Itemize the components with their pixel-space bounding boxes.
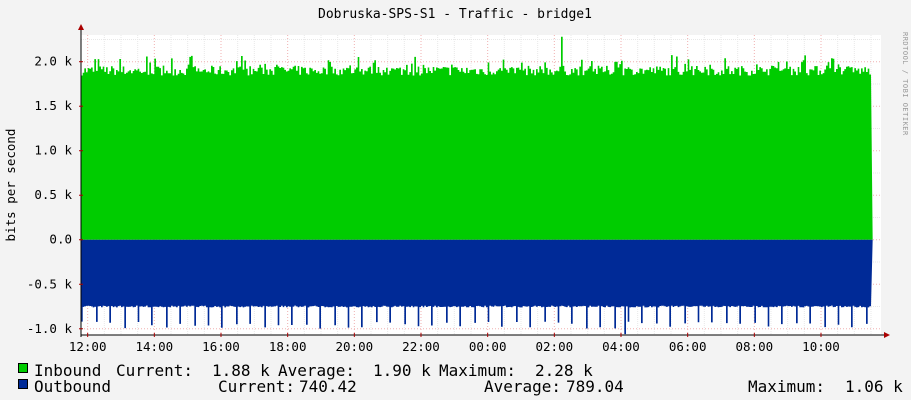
tick-labels: 12:00 14:00 16:00 18:00 20:00 22:00 00:00 02:00… — [27, 54, 840, 354]
x-tick-label: 08:00 — [736, 339, 774, 354]
x-axis-arrow — [884, 332, 890, 338]
x-tick-label: 00:00 — [469, 339, 507, 354]
y-axis-label: bits per second — [3, 129, 18, 242]
outbound-name: Outbound — [34, 377, 112, 396]
y-axis-arrow — [78, 24, 84, 30]
outbound-swatch — [18, 379, 28, 389]
y-tick-label: -1.0 k — [27, 321, 73, 336]
outbound-maximum-label: Maximum: — [748, 377, 826, 396]
inbound-name: Inbound — [34, 361, 102, 380]
outbound-current-label: Current: — [218, 377, 296, 396]
inbound-swatch — [18, 363, 28, 373]
x-tick-label: 06:00 — [669, 339, 707, 354]
x-tick-label: 20:00 — [336, 339, 374, 354]
legend-outbound: Outbound Current: 740.42 Average: 789.04… — [18, 377, 908, 396]
y-tick-label: 2.0 k — [34, 54, 72, 69]
x-tick-label: 04:00 — [602, 339, 640, 354]
chart-title: Dobruska-SPS-S1 - Traffic - bridge1 — [318, 7, 592, 22]
inbound-area — [81, 36, 873, 240]
y-tick-label: 0.0 — [49, 232, 72, 247]
y-tick-label: 0.5 k — [34, 187, 72, 202]
x-tick-label: 14:00 — [136, 339, 174, 354]
y-tick-label: 1.5 k — [34, 98, 72, 113]
x-tick-label: 16:00 — [202, 339, 240, 354]
inbound-maximum-label: Maximum: — [439, 361, 517, 380]
axes — [78, 24, 890, 338]
outbound-average-label: Average: — [484, 377, 562, 396]
outbound-current-value: 740.42 — [299, 377, 357, 396]
y-tick-label: 1.0 k — [34, 143, 72, 158]
outbound-area — [81, 239, 873, 335]
inbound-average-label: Average: — [278, 361, 356, 380]
x-tick-label: 02:00 — [536, 339, 574, 354]
outbound-average-value: 789.04 — [566, 377, 624, 396]
rrdtool-watermark: RRDTOOL / TOBI OETIKER — [901, 32, 909, 136]
x-tick-label: 18:00 — [269, 339, 307, 354]
outbound-maximum-value: 1.06 k — [845, 377, 903, 396]
x-tick-label: 22:00 — [402, 339, 440, 354]
y-tick-label: -0.5 k — [27, 276, 73, 291]
inbound-maximum-value: 2.28 k — [535, 361, 593, 380]
inbound-current-label: Current: — [116, 361, 194, 380]
x-tick-label: 10:00 — [802, 339, 840, 354]
x-tick-label: 12:00 — [69, 339, 107, 354]
inbound-average-value: 1.90 k — [373, 361, 431, 380]
legend-inbound: Inbound Current: 1.88 k Average: 1.90 k … — [18, 361, 908, 380]
inbound-current-value: 1.88 k — [212, 361, 270, 380]
series-areas — [81, 36, 873, 335]
